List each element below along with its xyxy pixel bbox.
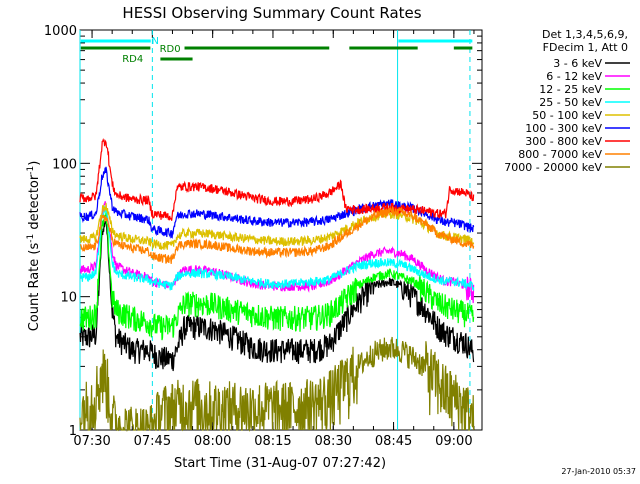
legend-label: 300 - 800 keV (525, 135, 602, 148)
legend-label: 7000 - 20000 keV (504, 161, 602, 174)
x-axis-label: Start Time (31-Aug-07 07:27:42) (174, 456, 386, 471)
series-line-2 (79, 212, 475, 341)
series-line-3 (79, 206, 475, 291)
series-line-0 (79, 220, 475, 372)
legend-label: 50 - 100 keV (532, 109, 602, 122)
series-line-1 (79, 201, 475, 304)
y-axis-label-sup1: -1 (26, 234, 36, 243)
footer-date: 27-Jan-2010 05:37 (561, 467, 636, 476)
legend: Det 1,3,4,5,6,9, FDecim 1, Att 0 3 - 6 k… (504, 28, 630, 174)
legend-label: 800 - 7000 keV (518, 148, 602, 161)
legend-label: 25 - 50 keV (539, 96, 602, 109)
state-label-rd4: RD4 (122, 54, 143, 65)
y-axis-label-end: ) (27, 161, 42, 166)
y-axis: 1 10 100 1000 (44, 24, 482, 439)
y-axis-label-mid: detector (27, 174, 42, 234)
y-tick-label: 1 (69, 424, 77, 439)
legend-label: 6 - 12 keV (546, 70, 602, 83)
state-label-rd0: RD0 (160, 44, 181, 55)
x-tick-label: 08:00 (194, 434, 231, 449)
series-line-6 (79, 137, 475, 221)
legend-label: 12 - 25 keV (539, 83, 602, 96)
legend-header-line1: Det 1,3,4,5,6,9, (542, 28, 628, 41)
y-axis-label: Count Rate (s-1 detector-1) (26, 161, 42, 332)
series-line-5 (79, 166, 475, 239)
legend-label: 100 - 300 keV (525, 122, 602, 135)
y-tick-label: 100 (52, 157, 77, 172)
chart-title: HESSI Observing Summary Count Rates (122, 4, 421, 22)
y-axis-label-sup2: -1 (26, 166, 36, 175)
x-tick-label: 07:30 (73, 434, 110, 449)
legend-label: 3 - 6 keV (553, 57, 602, 70)
series-line-7 (79, 205, 475, 264)
x-tick-label: 08:15 (254, 434, 291, 449)
state-label-n: N (152, 36, 159, 47)
y-tick-label: 10 (60, 291, 77, 306)
y-axis-label-main: Count Rate (s (27, 243, 42, 332)
legend-header-line2: FDecim 1, Att 0 (543, 41, 628, 54)
y-tick-label: 1000 (44, 24, 77, 39)
series-line-8 (79, 336, 475, 432)
series-lines (79, 137, 475, 432)
x-tick-label: 08:45 (375, 434, 412, 449)
time-markers (79, 30, 471, 430)
x-tick-label: 09:00 (435, 434, 472, 449)
x-tick-label: 07:45 (134, 434, 171, 449)
series-line-4 (79, 202, 475, 251)
x-tick-label: 08:30 (315, 434, 352, 449)
